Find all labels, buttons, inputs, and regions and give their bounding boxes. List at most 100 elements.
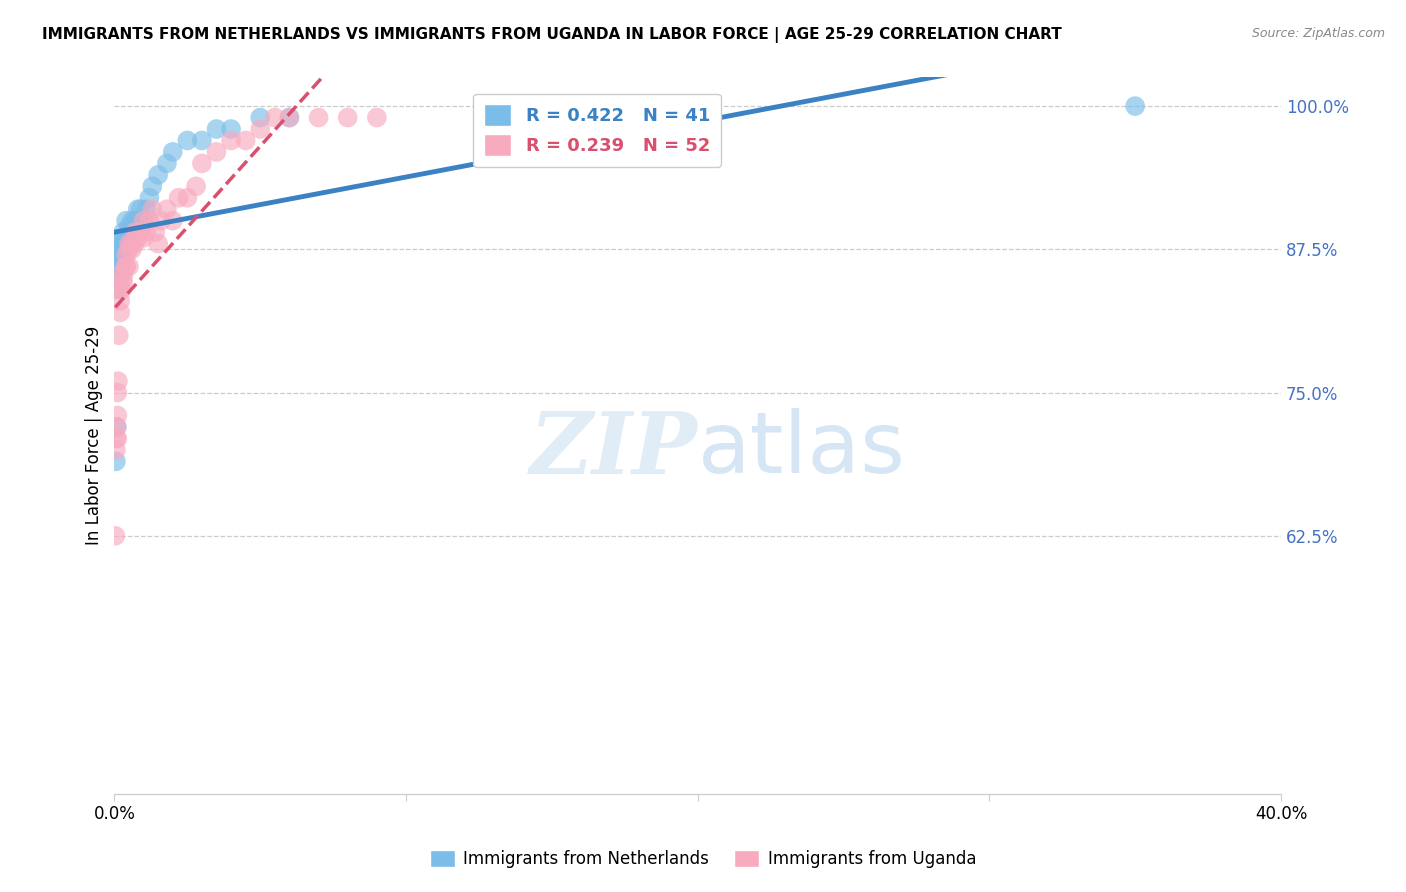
Point — [141, 179, 163, 194]
Point — [115, 213, 138, 227]
Point — [156, 202, 179, 217]
Point — [167, 191, 190, 205]
Point — [121, 225, 143, 239]
Point — [191, 156, 214, 170]
Point — [156, 156, 179, 170]
Point — [105, 385, 128, 400]
Point — [118, 236, 141, 251]
Point — [132, 213, 155, 227]
Point — [205, 145, 228, 159]
Point — [135, 202, 157, 217]
Point — [138, 213, 160, 227]
Point — [138, 191, 160, 205]
Point — [110, 260, 132, 274]
Point — [121, 213, 143, 227]
Point — [105, 420, 128, 434]
Point — [1123, 99, 1146, 113]
Point — [112, 271, 135, 285]
Point — [118, 260, 141, 274]
Point — [132, 213, 155, 227]
Point — [105, 432, 128, 446]
Point — [124, 236, 146, 251]
Point — [263, 111, 285, 125]
Point — [105, 420, 128, 434]
Point — [124, 213, 146, 227]
Point — [110, 282, 132, 296]
Point — [115, 236, 138, 251]
Point — [219, 122, 242, 136]
Point — [124, 225, 146, 239]
Point — [105, 282, 128, 296]
Point — [205, 122, 228, 136]
Point — [118, 236, 141, 251]
Point — [105, 260, 128, 274]
Point — [112, 231, 135, 245]
Point — [146, 236, 169, 251]
Point — [129, 225, 152, 239]
Point — [110, 305, 132, 319]
Y-axis label: In Labor Force | Age 25-29: In Labor Force | Age 25-29 — [86, 326, 103, 545]
Point — [112, 236, 135, 251]
Point — [105, 409, 128, 423]
Point — [129, 202, 152, 217]
Point — [141, 202, 163, 217]
Point — [121, 236, 143, 251]
Point — [249, 122, 271, 136]
Point — [124, 219, 146, 234]
Point — [176, 191, 198, 205]
Point — [104, 529, 127, 543]
Point — [127, 202, 149, 217]
Point — [121, 243, 143, 257]
Point — [118, 219, 141, 234]
Point — [162, 145, 184, 159]
Point — [278, 111, 301, 125]
Legend: Immigrants from Netherlands, Immigrants from Uganda: Immigrants from Netherlands, Immigrants … — [423, 843, 983, 875]
Point — [132, 231, 155, 245]
Point — [308, 111, 330, 125]
Point — [107, 328, 129, 343]
Point — [107, 248, 129, 262]
Point — [191, 133, 214, 147]
Point — [115, 260, 138, 274]
Point — [135, 225, 157, 239]
Point — [184, 179, 207, 194]
Point — [127, 231, 149, 245]
Point — [110, 293, 132, 308]
Point — [112, 265, 135, 279]
Point — [146, 168, 169, 182]
Point — [162, 213, 184, 227]
Point — [111, 243, 134, 257]
Text: atlas: atlas — [697, 409, 905, 491]
Point — [219, 133, 242, 147]
Point — [115, 248, 138, 262]
Point — [115, 260, 138, 274]
Point — [110, 243, 132, 257]
Point — [366, 111, 388, 125]
Point — [235, 133, 257, 147]
Point — [127, 213, 149, 227]
Point — [104, 454, 127, 468]
Text: IMMIGRANTS FROM NETHERLANDS VS IMMIGRANTS FROM UGANDA IN LABOR FORCE | AGE 25-29: IMMIGRANTS FROM NETHERLANDS VS IMMIGRANT… — [42, 27, 1062, 43]
Point — [110, 236, 132, 251]
Point — [143, 225, 166, 239]
Point — [127, 225, 149, 239]
Point — [249, 111, 271, 125]
Point — [107, 271, 129, 285]
Point — [150, 213, 173, 227]
Legend: R = 0.422   N = 41, R = 0.239   N = 52: R = 0.422 N = 41, R = 0.239 N = 52 — [474, 94, 721, 167]
Point — [112, 248, 135, 262]
Point — [105, 432, 128, 446]
Point — [112, 225, 135, 239]
Text: ZIP: ZIP — [530, 409, 697, 491]
Point — [336, 111, 359, 125]
Point — [112, 277, 135, 291]
Point — [111, 282, 134, 296]
Point — [176, 133, 198, 147]
Point — [107, 374, 129, 388]
Point — [278, 111, 301, 125]
Point — [115, 231, 138, 245]
Text: Source: ZipAtlas.com: Source: ZipAtlas.com — [1251, 27, 1385, 40]
Point — [118, 243, 141, 257]
Point — [118, 225, 141, 239]
Point — [104, 442, 127, 457]
